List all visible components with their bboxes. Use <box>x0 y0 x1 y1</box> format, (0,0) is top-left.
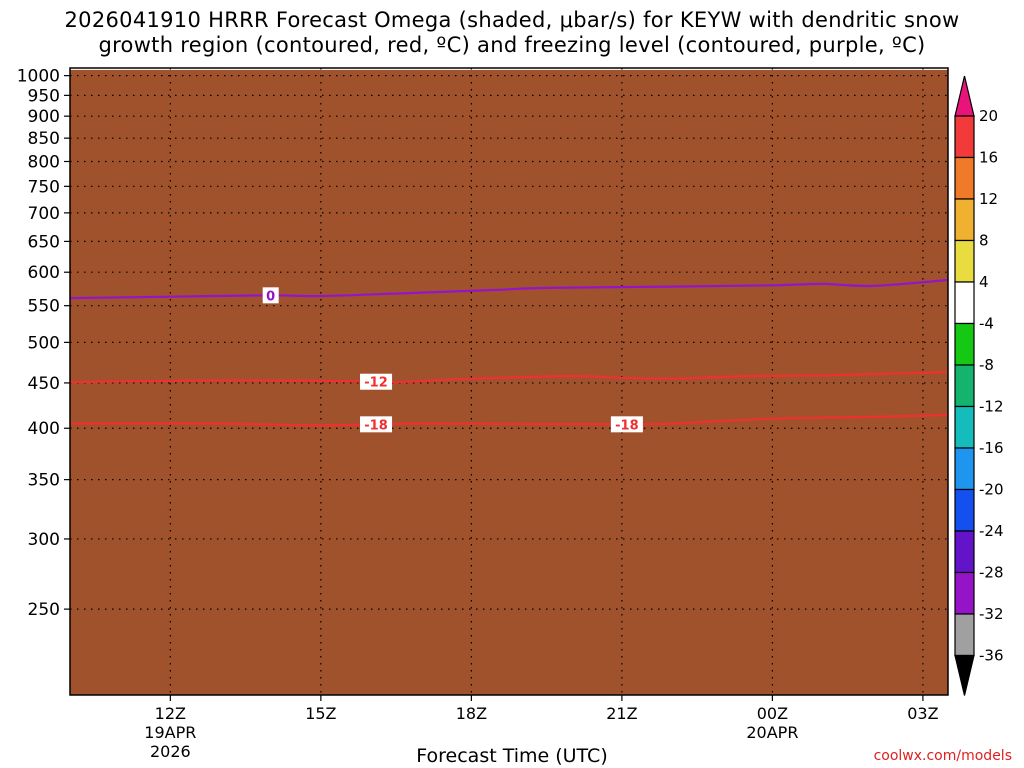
y-tick-label-700: 700 <box>28 204 60 224</box>
colorbar-box-11 <box>954 571 975 615</box>
colorbar-label-20: 20 <box>979 107 998 125</box>
contour-line--12 <box>70 370 948 384</box>
colorbar-label--24: -24 <box>979 522 1004 540</box>
colorbar-label--8: -8 <box>979 356 994 374</box>
colorbar-box-2 <box>954 198 975 242</box>
colorbar-label--28: -28 <box>979 564 1004 582</box>
colorbar-label-4: 4 <box>979 273 989 291</box>
x-tick-sublabel-2026: 2026 <box>150 742 191 761</box>
colorbar-box-8 <box>954 447 975 491</box>
x-tick-label-00Z: 00Z <box>757 704 788 723</box>
contour-label--12: -12 <box>364 376 388 391</box>
colorbar-label--20: -20 <box>979 481 1004 499</box>
contour-label-bg--18 <box>360 416 393 433</box>
colorbar-box-3 <box>954 239 975 283</box>
contour-line-0 <box>70 278 948 300</box>
terrain-strip <box>70 69 948 695</box>
colorbar-label-8: 8 <box>979 232 989 250</box>
contour-label-0: 0 <box>266 289 275 304</box>
x-tick-sublabel-19APR: 19APR <box>144 723 196 742</box>
x-tick-label-15Z: 15Z <box>305 704 336 723</box>
y-tick-label-350: 350 <box>28 471 60 491</box>
colorbar-label--32: -32 <box>979 605 1004 623</box>
colorbar-label-12: 12 <box>979 190 998 208</box>
y-tick-label-400: 400 <box>28 419 60 439</box>
y-tick-label-500: 500 <box>28 333 60 353</box>
contour-label--18: -18 <box>615 418 639 433</box>
y-tick-label-450: 450 <box>28 374 60 394</box>
y-tick-label-650: 650 <box>28 232 60 252</box>
colorbar-label--16: -16 <box>979 439 1004 457</box>
colorbar-box-12 <box>954 613 975 657</box>
y-tick-label-300: 300 <box>28 530 60 550</box>
colorbar-label--4: -4 <box>979 315 994 333</box>
colorbar-box-4 <box>954 281 975 325</box>
contour-label-bg-0 <box>262 287 279 304</box>
colorbar-box-7 <box>954 405 975 449</box>
y-tick-label-250: 250 <box>28 600 60 620</box>
x-tick-label-21Z: 21Z <box>606 704 637 723</box>
colorbar-box-10 <box>954 530 975 574</box>
y-tick-label-950: 950 <box>28 86 60 106</box>
x-tick-label-03Z: 03Z <box>907 704 938 723</box>
chart-title-line-1: 2026041910 HRRR Forecast Omega (shaded, … <box>64 8 960 32</box>
colorbar-bottom-triangle <box>954 654 975 696</box>
contour-line--18 <box>70 413 948 427</box>
plot-frame <box>69 67 949 696</box>
y-tick-label-1000: 1000 <box>17 67 60 87</box>
colorbar-label--12: -12 <box>979 398 1004 416</box>
contour-layer: -18 -18 -12 0 <box>70 278 948 433</box>
colorbar: 20 16 12 8 4 -4 -8 -12 -16 -20 -24 -28 -32 -36 <box>954 75 1004 696</box>
colorbar-box-9 <box>954 488 975 532</box>
y-tick-label-850: 850 <box>28 129 60 149</box>
contour-label--18: -18 <box>364 418 388 433</box>
y-tick-label-600: 600 <box>28 263 60 283</box>
colorbar-box-0 <box>954 115 975 159</box>
axes-layer: 2503003504004505005506006507007508008509… <box>17 67 949 761</box>
colorbar-box-6 <box>954 364 975 408</box>
y-tick-label-800: 800 <box>28 152 60 172</box>
contour-label-bg--12 <box>360 373 393 390</box>
x-axis-label: Forecast Time (UTC) <box>416 745 608 767</box>
site-credit: coolwx.com/models <box>873 748 1012 764</box>
contour-label-bg--18 <box>610 416 643 433</box>
colorbar-box-5 <box>954 322 975 366</box>
colorbar-label-16: 16 <box>979 149 998 167</box>
chart-title-line-2: growth region (contoured, red, ºC) and f… <box>98 33 926 57</box>
colorbar-label--36: -36 <box>979 647 1004 665</box>
x-tick-sublabel-20APR: 20APR <box>746 723 798 742</box>
x-tick-label-18Z: 18Z <box>456 704 487 723</box>
colorbar-box-1 <box>954 156 975 200</box>
terrain-layer <box>70 69 948 695</box>
x-tick-label-12Z: 12Z <box>155 704 186 723</box>
y-tick-label-550: 550 <box>28 297 60 317</box>
y-tick-label-900: 900 <box>28 107 60 127</box>
colorbar-top-triangle <box>954 75 975 117</box>
y-tick-label-750: 750 <box>28 177 60 197</box>
